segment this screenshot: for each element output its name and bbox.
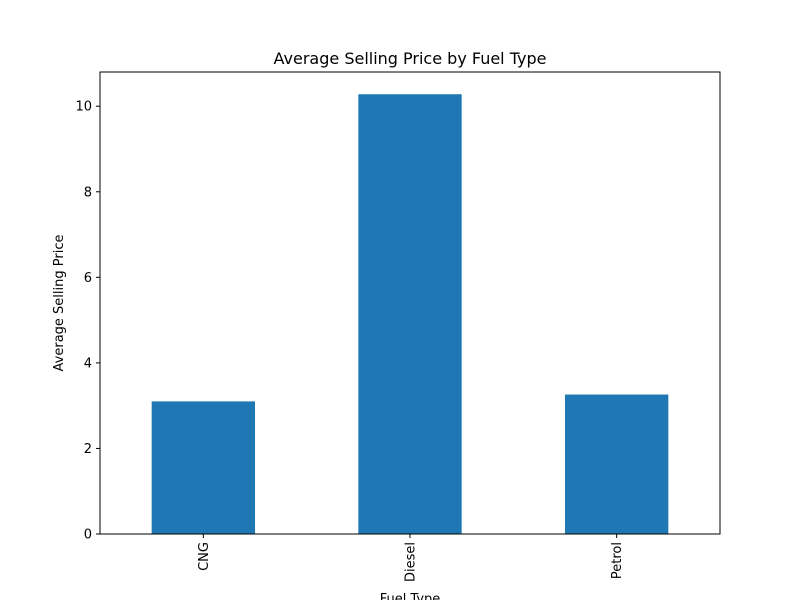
y-axis: 0 2 4 6 8 10 bbox=[75, 100, 100, 543]
x-tick-label: CNG bbox=[197, 542, 212, 571]
x-axis-label: Fuel Type bbox=[380, 592, 441, 600]
y-tick-label: 10 bbox=[75, 100, 92, 115]
x-tick-label: Diesel bbox=[404, 542, 419, 582]
x-axis: CNG Diesel Petrol bbox=[197, 534, 625, 582]
x-tick-label: Petrol bbox=[610, 542, 625, 579]
y-tick-label: 4 bbox=[84, 356, 92, 371]
y-tick-label: 8 bbox=[84, 185, 92, 200]
y-tick-label: 0 bbox=[84, 528, 92, 543]
bar-diesel bbox=[358, 94, 462, 534]
bar-cng bbox=[151, 401, 255, 534]
bar-petrol bbox=[565, 394, 669, 534]
chart-title: Average Selling Price by Fuel Type bbox=[274, 49, 547, 68]
y-tick-label: 2 bbox=[84, 442, 92, 457]
y-tick-label: 6 bbox=[84, 271, 92, 286]
bars-group bbox=[151, 94, 669, 534]
y-axis-label: Average Selling Price bbox=[52, 235, 67, 372]
